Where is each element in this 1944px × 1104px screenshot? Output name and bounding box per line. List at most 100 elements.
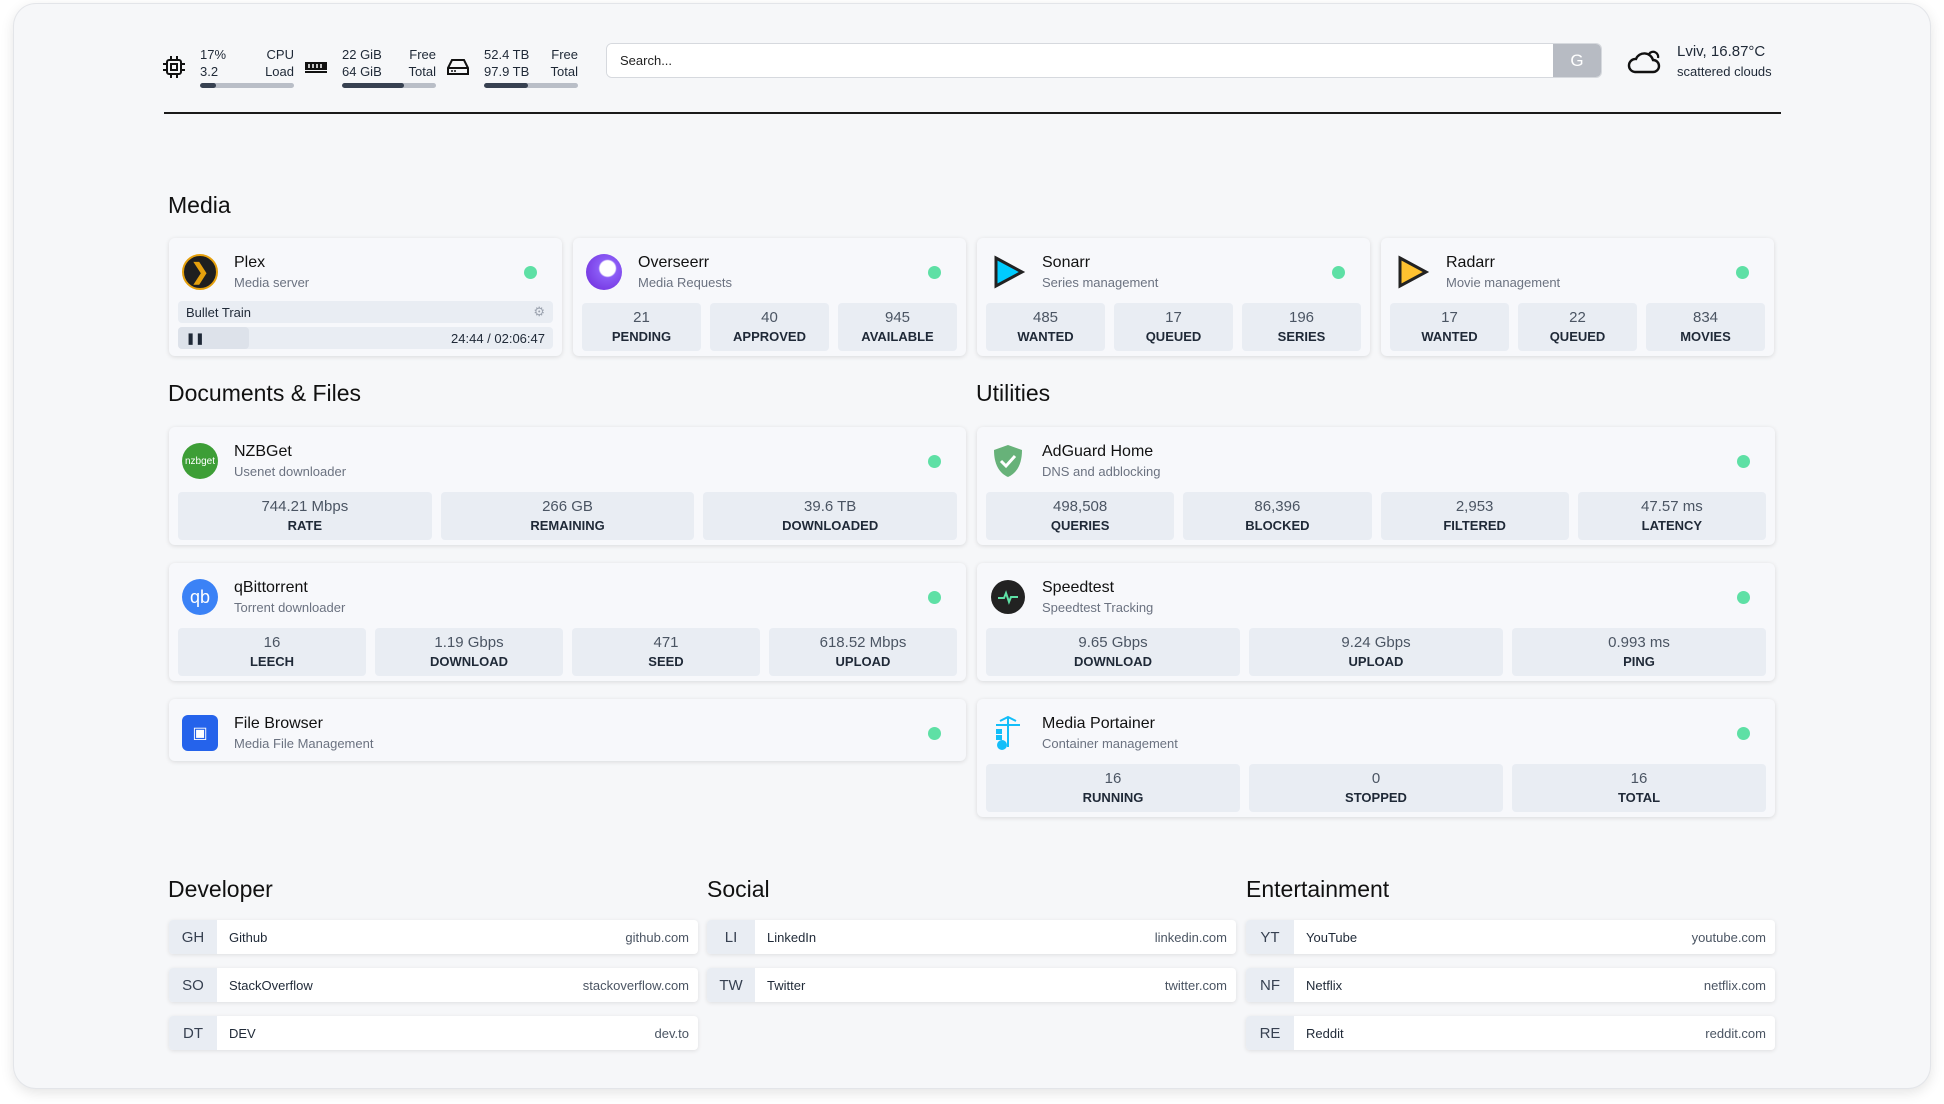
status-dot <box>1737 726 1750 740</box>
bookmark-url: reddit.com <box>1705 1025 1766 1041</box>
bookmark-netflix[interactable]: NF Netflix netflix.com <box>1246 968 1775 1002</box>
now-playing-title: Bullet Train <box>186 304 252 320</box>
pause-icon[interactable]: ❚❚ <box>186 332 205 345</box>
stat-label: PING <box>1623 654 1655 669</box>
cpu-bar <box>200 83 294 88</box>
stat-block: 618.52 Mbps UPLOAD <box>769 628 957 676</box>
stat-label: WANTED <box>1421 329 1478 344</box>
service-card-nzbget[interactable]: nzbget NZBGet Usenet downloader 744.21 Mbps… <box>169 427 966 545</box>
service-card-overseerr[interactable]: Overseerr Media Requests 21 PENDING 40 APPROV… <box>573 238 966 356</box>
stat-value: 196 <box>1288 309 1315 326</box>
weather-location: Lviv, 16.87°C <box>1677 43 1766 60</box>
search-input[interactable] <box>607 44 1553 77</box>
stat-value: 16 <box>1630 770 1648 787</box>
stat-value: 945 <box>884 309 911 326</box>
stat-block: 1.19 Gbps DOWNLOAD <box>375 628 563 676</box>
bookmark-abbr: TW <box>707 968 755 1002</box>
stat-block: 21 PENDING <box>582 303 701 351</box>
service-card-sonarr[interactable]: Sonarr Series management 485 WANTED 17 QUEUED… <box>977 238 1370 356</box>
stat-value: 471 <box>653 634 679 651</box>
memory-icon <box>305 62 327 73</box>
total-label: Total <box>550 64 578 79</box>
service-card-adguard-home[interactable]: AdGuard Home DNS and adblocking 498,508 QUE… <box>977 427 1775 545</box>
cpu-widget: 17% CPU 3.2 Load <box>162 46 294 88</box>
service-subtitle: Media Requests <box>638 275 732 290</box>
overseerr-icon <box>586 254 638 290</box>
stat-value: 9.24 Gbps <box>1341 634 1411 651</box>
cpu-label: CPU <box>266 47 294 62</box>
stats-row: 744.21 Mbps RATE 266 GB REMAINING 39.6 TB DOW… <box>178 492 958 540</box>
stat-value: 485 <box>1032 309 1059 326</box>
free-label: Free <box>409 47 436 62</box>
bookmark-url: youtube.com <box>1691 929 1766 945</box>
search-engine-button[interactable]: G <box>1553 44 1601 77</box>
service-subtitle: Movie management <box>1446 275 1561 290</box>
header-divider <box>164 112 1781 114</box>
bookmark-abbr: SO <box>169 968 217 1002</box>
service-card-radarr[interactable]: Radarr Movie management 17 WANTED 22 QUEUED 83… <box>1381 238 1774 356</box>
section-title-utilities: Utilities <box>976 380 1051 406</box>
stat-label: RUNNING <box>1082 790 1144 805</box>
service-subtitle: Series management <box>1042 275 1159 290</box>
cpu-icon <box>163 56 185 78</box>
stat-label: PENDING <box>611 329 672 344</box>
service-subtitle: Media File Management <box>234 736 374 751</box>
service-subtitle: Torrent downloader <box>234 600 346 615</box>
stat-label: APPROVED <box>733 329 806 344</box>
service-subtitle: Usenet downloader <box>234 464 347 479</box>
search-bar: G <box>606 43 1602 78</box>
service-card-file-browser[interactable]: ▣ File Browser Media File Management <box>169 699 966 761</box>
bookmark-name: DEV <box>229 1025 256 1041</box>
memory-free: 22 GiB <box>342 47 382 62</box>
stat-value: 834 <box>1692 309 1719 326</box>
stat-value: 17 <box>1165 309 1182 326</box>
stat-label: MOVIES <box>1680 329 1731 344</box>
service-card-plex[interactable]: ❯ Plex Media server Bullet Train ⚙ ❚❚ 24:4… <box>169 238 562 356</box>
status-dot <box>1737 590 1750 604</box>
service-subtitle: Media server <box>234 275 310 290</box>
stat-block: 0 STOPPED <box>1249 764 1503 812</box>
stat-label: SEED <box>648 654 684 669</box>
stat-block: 0.993 ms PING <box>1512 628 1766 676</box>
bookmark-name: StackOverflow <box>229 977 313 993</box>
stat-value: 17 <box>1441 309 1458 326</box>
stat-value: 39.6 TB <box>804 498 857 515</box>
bookmark-linkedin[interactable]: LI LinkedIn linkedin.com <box>707 920 1236 954</box>
stat-block: 17 QUEUED <box>1114 303 1233 351</box>
bookmark-dev[interactable]: DT DEV dev.to <box>169 1016 698 1050</box>
nzbget-icon: nzbget <box>182 443 234 479</box>
radarr-icon <box>1394 254 1446 290</box>
service-card-qbittorrent[interactable]: qb qBittorrent Torrent downloader 16 LEECH 1.… <box>169 563 966 681</box>
settings-icon[interactable]: ⚙ <box>533 304 545 319</box>
stat-block: 16 TOTAL <box>1512 764 1766 812</box>
stat-label: DOWNLOAD <box>430 654 508 669</box>
disk-bar <box>484 83 578 88</box>
stat-label: QUEUED <box>1145 329 1202 344</box>
bookmark-stackoverflow[interactable]: SO StackOverflow stackoverflow.com <box>169 968 698 1002</box>
bookmark-github[interactable]: GH Github github.com <box>169 920 698 954</box>
weather-condition: scattered clouds <box>1677 64 1772 79</box>
status-dot <box>524 265 537 279</box>
stat-block: 2,953 FILTERED <box>1380 492 1569 540</box>
bookmark-abbr: GH <box>169 920 217 954</box>
bookmark-url: stackoverflow.com <box>582 977 689 993</box>
bookmark-url: dev.to <box>654 1025 689 1041</box>
bookmark-twitter[interactable]: TW Twitter twitter.com <box>707 968 1236 1002</box>
cloud-icon <box>1627 50 1661 74</box>
stat-block: 17 WANTED <box>1390 303 1509 351</box>
disk-total: 97.9 TB <box>484 64 530 79</box>
service-card-media-portainer[interactable]: Media Portainer Container management 16 RUN… <box>977 699 1775 817</box>
service-card-speedtest[interactable]: Speedtest Speedtest Tracking 9.65 Gbps DOWN… <box>977 563 1775 681</box>
bookmark-reddit[interactable]: RE Reddit reddit.com <box>1246 1016 1775 1050</box>
playback-progress[interactable]: ❚❚ 24:44 / 02:06:47 <box>178 327 553 349</box>
section-title-documents: Documents & Files <box>168 380 362 406</box>
stats-row: 16 LEECH 1.19 Gbps DOWNLOAD 471 SEED 618.52 Mb… <box>178 628 957 676</box>
bookmark-youtube[interactable]: YT YouTube youtube.com <box>1246 920 1775 954</box>
stat-block: 86,396 BLOCKED <box>1183 492 1372 540</box>
memory-widget: 22 GiB Free 64 GiB Total <box>304 46 436 88</box>
service-title: Sonarr <box>1042 254 1091 271</box>
stat-value: 9.65 Gbps <box>1078 634 1148 651</box>
stat-label: RATE <box>287 518 323 533</box>
load-label: Load <box>265 64 294 79</box>
stat-label: SERIES <box>1277 329 1326 344</box>
